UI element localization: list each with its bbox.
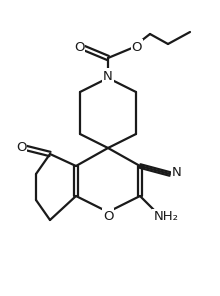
Text: N: N bbox=[103, 70, 113, 83]
Text: O: O bbox=[103, 210, 113, 223]
Text: NH₂: NH₂ bbox=[154, 210, 178, 223]
Text: O: O bbox=[74, 41, 84, 54]
Text: O: O bbox=[16, 141, 26, 154]
Text: O: O bbox=[132, 41, 142, 54]
Text: N: N bbox=[172, 166, 182, 179]
